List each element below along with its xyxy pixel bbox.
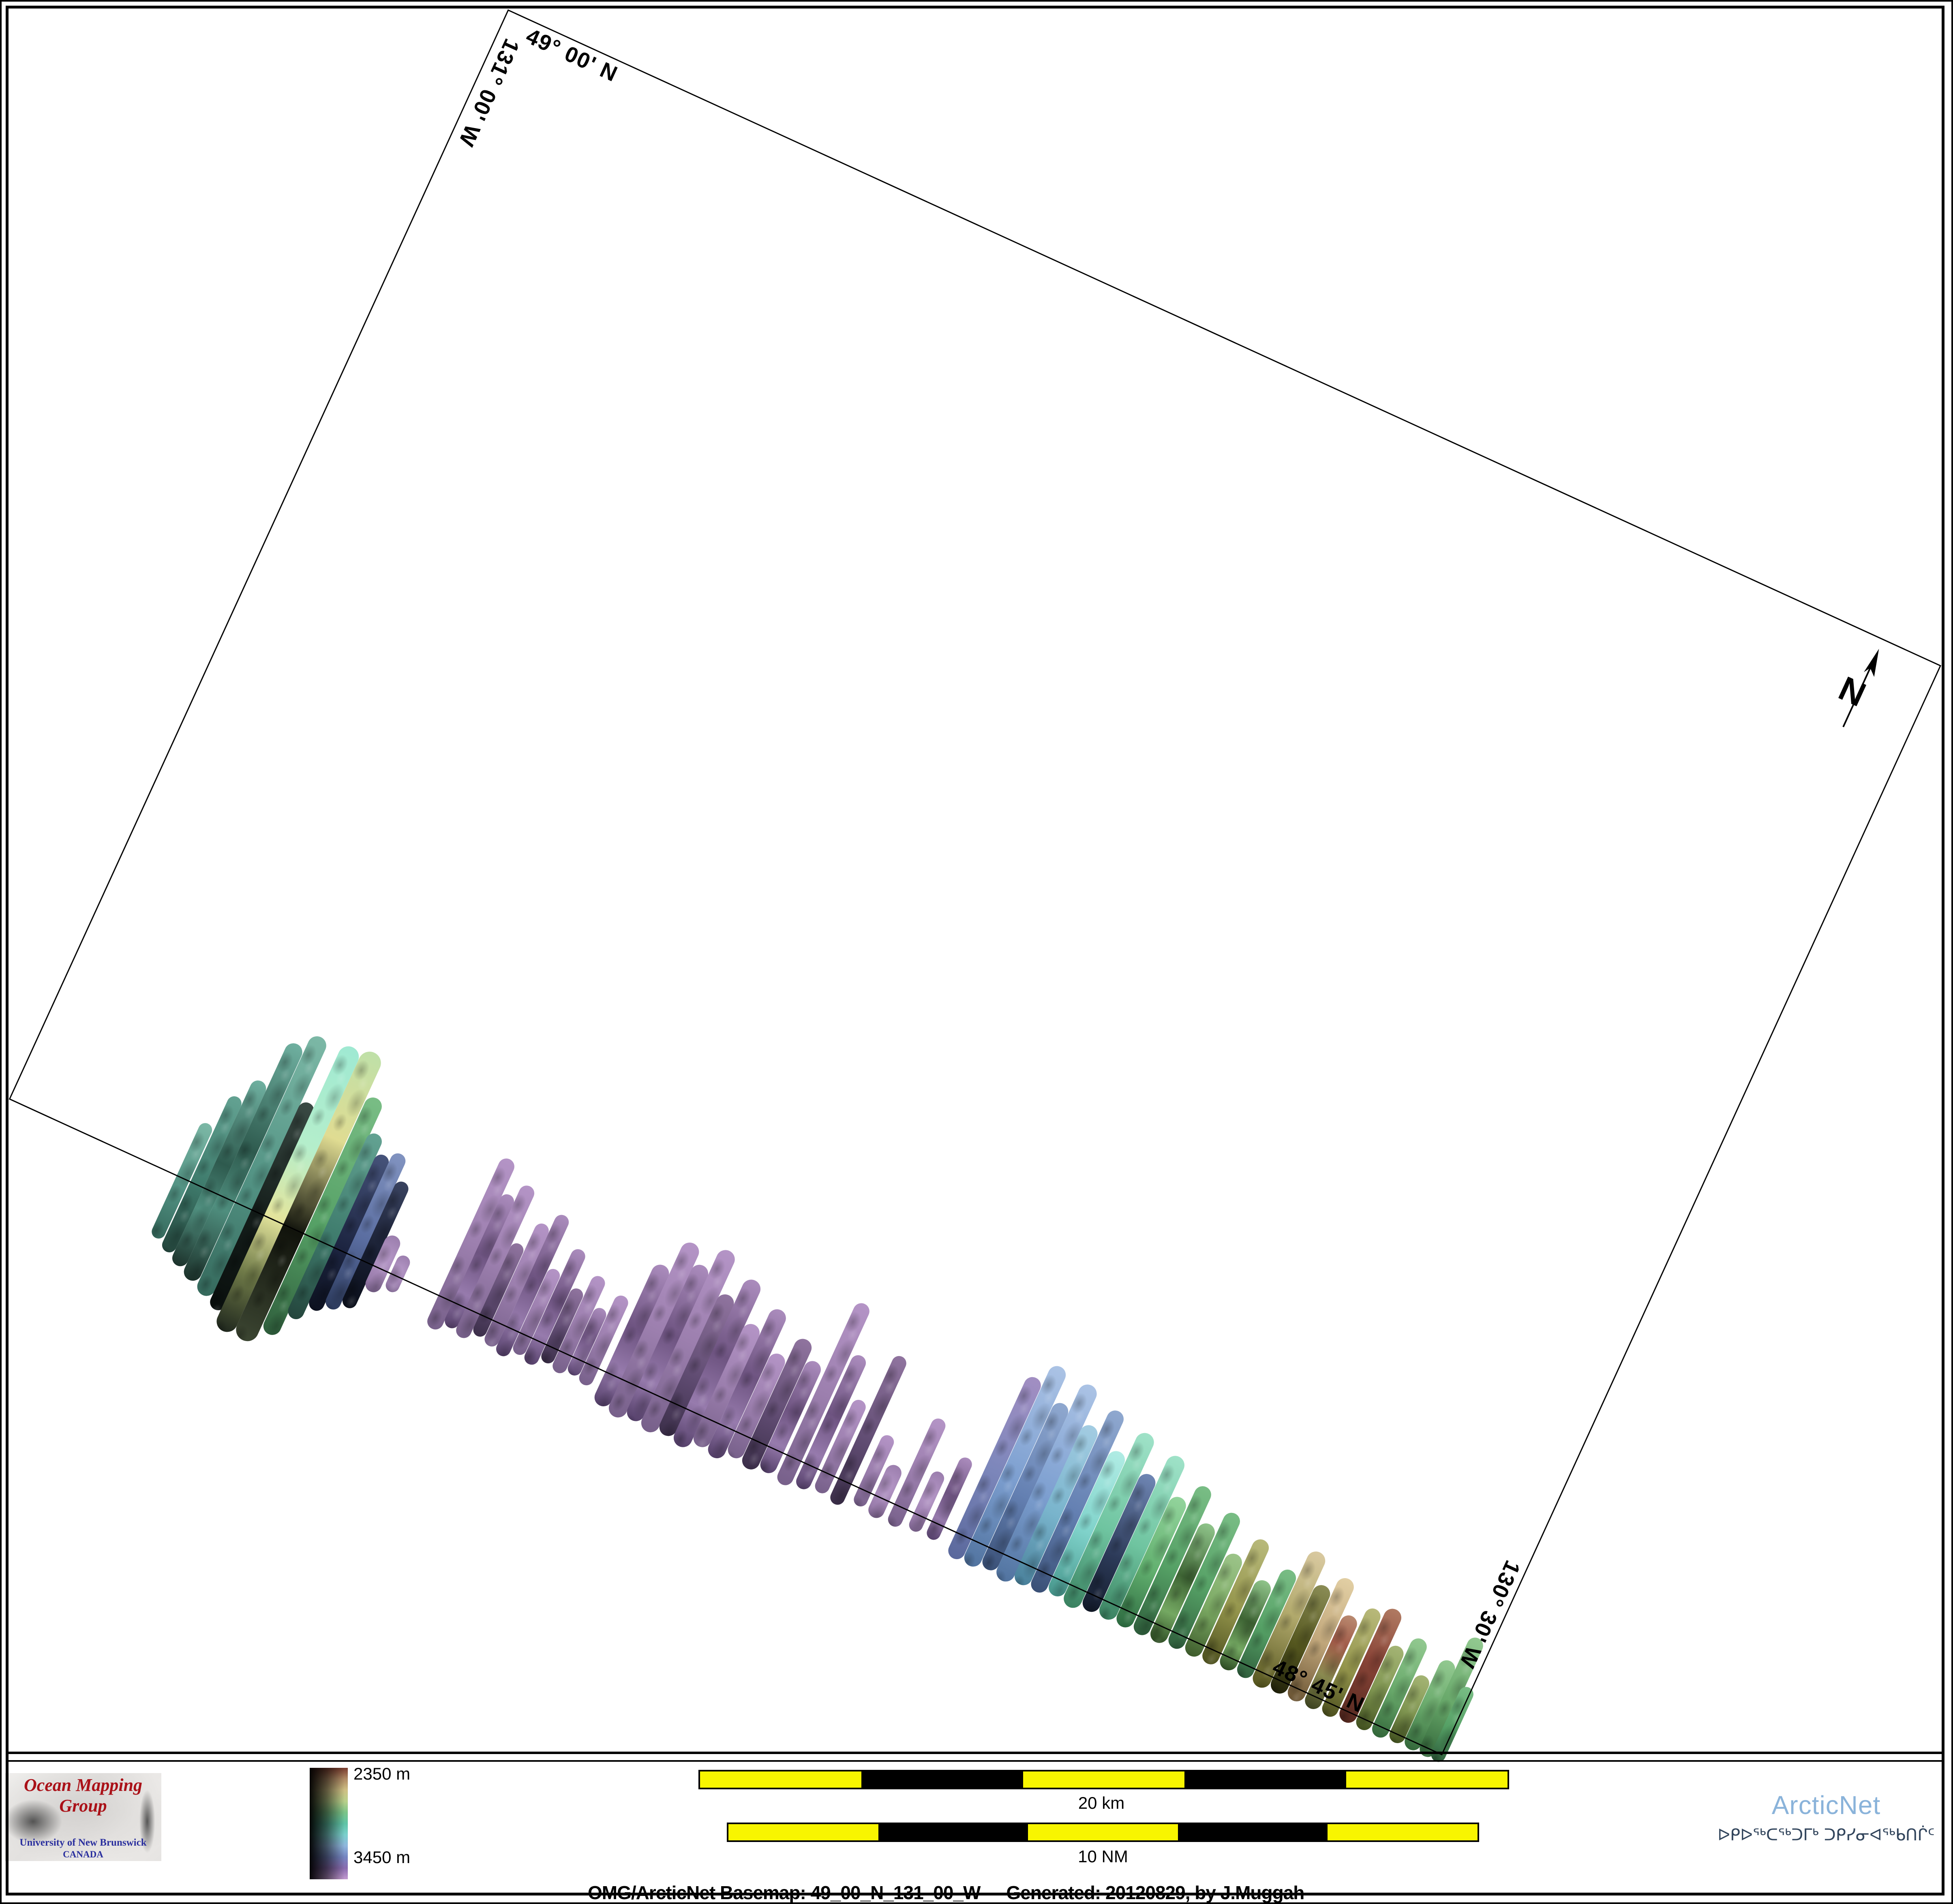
scalebar-segment	[1346, 1771, 1508, 1788]
scalebar-segment	[878, 1824, 1028, 1840]
omg-logo: Ocean Mapping Group University of New Br…	[5, 1773, 161, 1861]
caption-generated: Generated: 20120829, by J.Muggah	[1006, 1882, 1304, 1903]
depth-colorbar-min-label: 2350 m	[353, 1764, 411, 1783]
map-neatline	[9, 9, 1942, 1756]
arcticnet-inuktitut-text: ᐅᑭᐅᖅᑕᖅᑐᒥᒃ ᑐᑭᓯᓂᐊᖅᑲᑎᒌᑦ	[1717, 1826, 1935, 1844]
map-footer-divider-thin	[9, 1760, 1944, 1762]
depth-colorbar-max-label: 3450 m	[353, 1848, 411, 1867]
scalebar-segment	[728, 1824, 878, 1840]
scalebar-segment	[861, 1771, 1023, 1788]
omg-logo-title: Ocean Mapping Group	[24, 1775, 143, 1816]
scalebar-nm	[727, 1823, 1479, 1842]
scalebar-segment	[1023, 1771, 1185, 1788]
arcticnet-logo: ArcticNet ᐅᑭᐅᖅᑕᖅᑐᒥᒃ ᑐᑭᓯᓂᐊᖅᑲᑎᒌᑦ	[1702, 1790, 1950, 1844]
depth-colorbar-shading	[310, 1768, 348, 1879]
map-caption: OMG/ArcticNet Basemap: 49_00_N_131_00_W G…	[588, 1882, 1304, 1904]
north-arrow-head	[1863, 648, 1879, 677]
north-arrow: N	[1833, 648, 1879, 727]
omg-logo-university: University of New Brunswick	[19, 1837, 147, 1848]
map-footer-divider-thick	[9, 1752, 1944, 1754]
north-arrow-label: N	[1833, 669, 1871, 714]
scalebar-segment	[1184, 1771, 1346, 1788]
omg-logo-country: CANADA	[63, 1849, 103, 1859]
scalebar-segment	[1178, 1824, 1328, 1840]
scalebar-km	[698, 1770, 1509, 1789]
scalebar-segment	[1328, 1824, 1478, 1840]
scalebar-km-label: 20 km	[1078, 1793, 1125, 1812]
depth-colorbar	[310, 1768, 348, 1879]
scalebar-segment	[1028, 1824, 1178, 1840]
scalebar-segment	[700, 1771, 862, 1788]
footer: Ocean Mapping Group University of New Br…	[0, 1762, 1953, 1904]
scalebar-nm-label: 10 NM	[1078, 1847, 1128, 1866]
map-quad: 49° 00' N 131° 00' W 48° 45' N 130° 30' …	[0, 9, 1942, 1881]
arcticnet-wordmark: ArcticNet	[1771, 1791, 1881, 1820]
caption-basemap-id: OMG/ArcticNet Basemap: 49_00_N_131_00_W	[588, 1882, 981, 1903]
